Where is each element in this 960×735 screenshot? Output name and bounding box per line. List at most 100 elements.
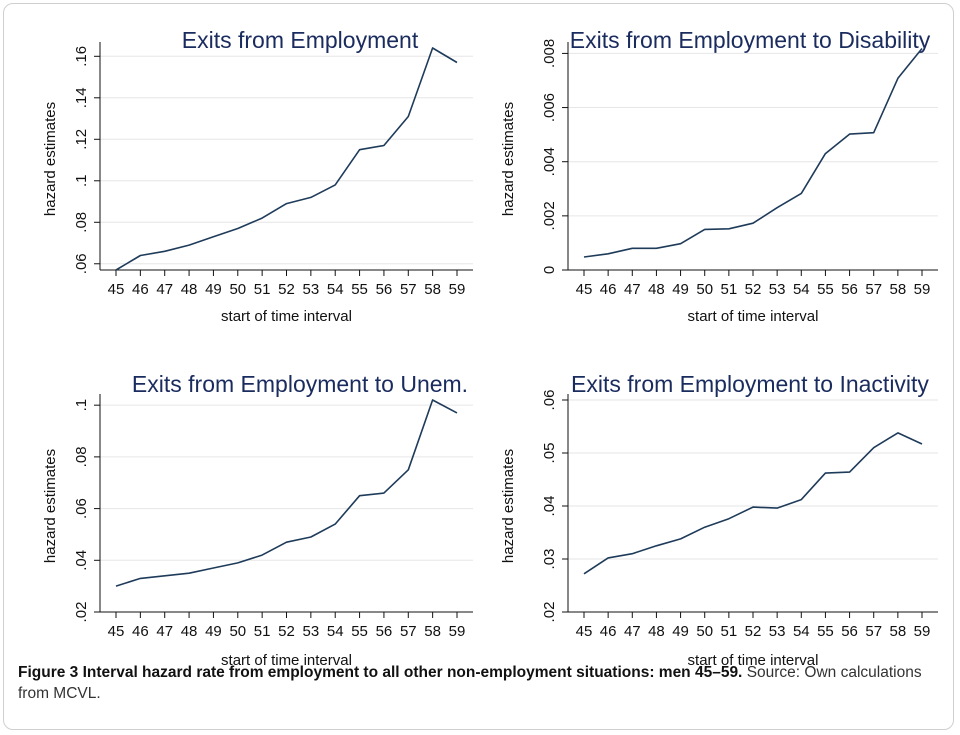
x-tick-label: 53 xyxy=(769,623,786,640)
x-tick-label: 47 xyxy=(156,623,173,640)
chart-exits-employment: Exits from Employment .06 .08 .1 .12 .14 .16 45… xyxy=(0,0,480,350)
x-tick-label: 50 xyxy=(229,623,246,640)
y-axis-label: hazard estimates xyxy=(500,102,517,216)
y-tick-label: .1 xyxy=(73,399,90,412)
x-axis-label: start of time interval xyxy=(221,652,352,669)
y-axis-label: hazard estimates xyxy=(500,449,517,563)
x-tick-label: 57 xyxy=(400,281,417,298)
x-tick-label: 58 xyxy=(890,623,907,640)
y-tick-label: .14 xyxy=(73,87,90,108)
x-tick-label: 45 xyxy=(108,623,125,640)
figure-caption-title: Interval hazard rate from employment to … xyxy=(82,664,743,681)
x-tick-label: 48 xyxy=(648,281,665,298)
x-tick-label: 52 xyxy=(745,281,762,298)
x-tick-label: 46 xyxy=(600,623,617,640)
x-tick-label: 46 xyxy=(600,281,617,298)
x-tick-label: 59 xyxy=(914,281,931,298)
chart-title: Exits from Employment to Unem. xyxy=(132,371,468,397)
x-tick-label: 55 xyxy=(351,623,368,640)
x-tick-label: 48 xyxy=(181,623,198,640)
y-tick-label: .08 xyxy=(73,212,90,233)
y-axis-label: hazard estimates xyxy=(42,102,59,216)
x-tick-label: 59 xyxy=(914,623,931,640)
y-tick-label: .06 xyxy=(541,390,558,411)
x-tick-label: 56 xyxy=(376,623,393,640)
x-tick-label: 55 xyxy=(351,281,368,298)
x-tick-label: 59 xyxy=(449,281,466,298)
x-tick-label: 52 xyxy=(745,623,762,640)
x-tick-label: 53 xyxy=(303,281,320,298)
figure-label: Figure 3 xyxy=(18,664,79,681)
y-tick-label: .08 xyxy=(73,446,90,467)
x-tick-label: 46 xyxy=(132,281,149,298)
y-tick-label: 0 xyxy=(541,266,558,274)
y-tick-label: .16 xyxy=(73,46,90,67)
x-tick-label: 50 xyxy=(696,281,713,298)
x-tick-label: 47 xyxy=(624,281,641,298)
x-tick-label: 47 xyxy=(156,281,173,298)
x-tick-label: 48 xyxy=(648,623,665,640)
y-tick-label: .04 xyxy=(541,496,558,517)
y-tick-label: .006 xyxy=(541,93,558,122)
x-tick-label: 49 xyxy=(672,623,689,640)
figure-caption-source: Source: Own calculations from MCVL. xyxy=(18,664,922,702)
x-tick-label: 56 xyxy=(841,623,858,640)
x-tick-label: 55 xyxy=(817,623,834,640)
chart-exits-inactivity: Exits from Employment to Inactivity .02 .0… xyxy=(480,350,960,670)
x-tick-label: 58 xyxy=(424,281,441,298)
x-tick-label: 54 xyxy=(793,281,810,298)
x-tick-label: 51 xyxy=(721,623,738,640)
x-tick-label: 54 xyxy=(327,623,344,640)
y-tick-label: .03 xyxy=(541,549,558,570)
y-tick-label: .12 xyxy=(73,129,90,150)
chart-title: Exits from Employment xyxy=(182,27,419,53)
x-tick-label: 47 xyxy=(624,623,641,640)
y-tick-label: .008 xyxy=(541,39,558,68)
x-tick-label: 51 xyxy=(254,281,271,298)
x-tick-label: 52 xyxy=(278,281,295,298)
x-tick-label: 53 xyxy=(303,623,320,640)
series-line xyxy=(115,47,458,271)
series-line xyxy=(583,432,923,575)
x-tick-label: 51 xyxy=(254,623,271,640)
y-tick-label: .04 xyxy=(73,550,90,571)
chart-title: Exits from Employment to Disability xyxy=(570,27,931,53)
x-tick-label: 58 xyxy=(424,623,441,640)
x-tick-label: 56 xyxy=(841,281,858,298)
x-tick-label: 49 xyxy=(672,281,689,298)
x-tick-label: 53 xyxy=(769,281,786,298)
x-tick-label: 54 xyxy=(327,281,344,298)
x-tick-label: 59 xyxy=(449,623,466,640)
series-line xyxy=(583,47,923,258)
x-tick-label: 50 xyxy=(229,281,246,298)
x-tick-label: 45 xyxy=(576,623,593,640)
x-tick-label: 55 xyxy=(817,281,834,298)
x-tick-label: 57 xyxy=(865,281,882,298)
x-tick-label: 56 xyxy=(376,281,393,298)
y-axis-label: hazard estimates xyxy=(42,449,59,563)
x-tick-label: 52 xyxy=(278,623,295,640)
x-axis-label: start of time interval xyxy=(688,308,819,325)
y-tick-label: .06 xyxy=(73,498,90,519)
figure-caption: Figure 3 Interval hazard rate from emplo… xyxy=(18,662,943,704)
y-tick-label: .002 xyxy=(541,201,558,230)
x-tick-label: 45 xyxy=(108,281,125,298)
figure-frame xyxy=(3,3,954,730)
series-line xyxy=(115,399,458,587)
chart-title: Exits from Employment to Inactivity xyxy=(571,371,929,397)
x-tick-label: 49 xyxy=(205,281,222,298)
x-tick-label: 50 xyxy=(696,623,713,640)
x-tick-label: 54 xyxy=(793,623,810,640)
x-tick-label: 51 xyxy=(721,281,738,298)
chart-exits-disability: Exits from Employment to Disability 0 .002… xyxy=(480,0,960,350)
y-tick-label: .05 xyxy=(541,443,558,464)
x-axis-label: start of time interval xyxy=(688,652,819,669)
x-axis-label: start of time interval xyxy=(221,308,352,325)
x-tick-label: 49 xyxy=(205,623,222,640)
x-tick-label: 57 xyxy=(400,623,417,640)
y-tick-label: .02 xyxy=(541,602,558,623)
y-tick-label: .06 xyxy=(73,253,90,274)
x-tick-label: 57 xyxy=(865,623,882,640)
x-tick-label: 58 xyxy=(890,281,907,298)
y-tick-label: .02 xyxy=(73,602,90,623)
